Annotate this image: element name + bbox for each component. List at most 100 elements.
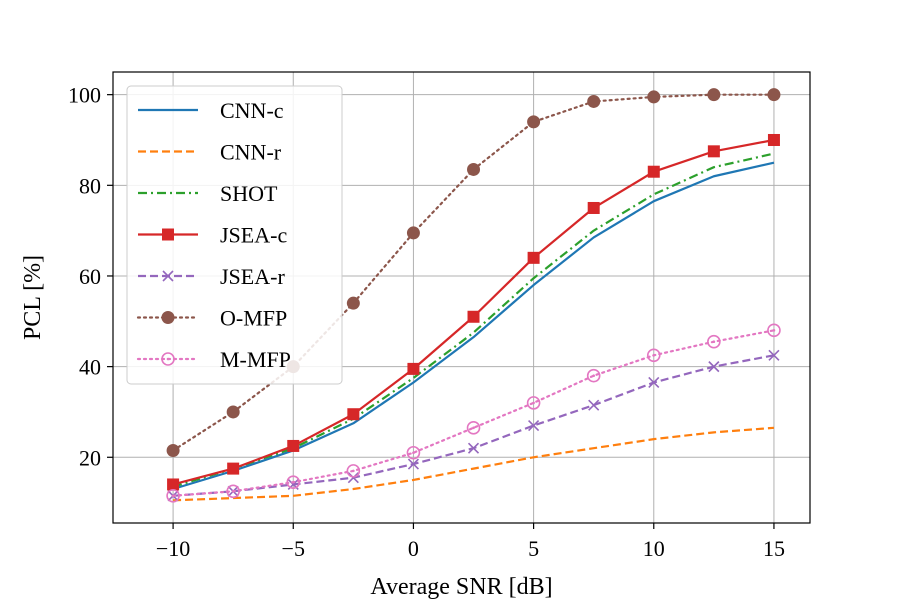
y-tick-label: 100	[68, 83, 101, 108]
data-point-jsea-r	[467, 442, 480, 454]
legend-marker-jsea-r-stroke	[162, 270, 174, 282]
data-point-m-mfp	[646, 348, 661, 363]
data-point-m-mfp	[226, 484, 240, 499]
y-axis-label: PCL [%]	[20, 255, 46, 340]
data-point-jsea-r-stroke	[648, 376, 660, 389]
legend-marker-m-mfp-dot	[166, 357, 170, 361]
data-point-m-mfp-dot	[472, 426, 475, 430]
data-point-jsea-c	[287, 439, 300, 452]
data-point-jsea-r	[768, 349, 780, 361]
data-point-o-mfp	[767, 88, 781, 102]
data-point-o-mfp	[467, 162, 481, 176]
series-line-cnn-r	[173, 426, 775, 502]
legend-label-m-mfp: M-MFP	[220, 347, 291, 372]
legend: CNN-c CNN-r SHOT JSEA-c JSEA-r O-MFP M-MFP	[126, 85, 343, 385]
data-point-m-mfp-dot	[412, 451, 415, 455]
series-line-cnn-c	[172, 161, 775, 491]
data-point-m-mfp-dot	[171, 494, 175, 498]
data-point-o-mfp	[406, 226, 420, 240]
series-cnn-r	[173, 426, 775, 502]
y-tick-label: 40	[79, 355, 101, 380]
data-point-jsea-c	[347, 408, 360, 421]
series-jsea-c	[167, 133, 780, 491]
legend-box	[126, 85, 343, 385]
legend-marker-jsea-r	[162, 270, 174, 282]
legend-marker-jsea-c	[162, 228, 174, 241]
x-tick-label: −5	[282, 536, 305, 561]
series-shot	[172, 152, 775, 488]
legend-marker-m-mfp	[161, 352, 175, 366]
data-point-o-mfp	[647, 90, 661, 104]
x-axis-label: Average SNR [dB]	[370, 574, 552, 600]
legend-label-cnn-c: CNN-c	[220, 98, 284, 123]
data-point-jsea-r-stroke	[768, 349, 780, 361]
legend-label-jsea-r: JSEA-r	[220, 264, 285, 289]
data-point-jsea-r-stroke	[588, 399, 600, 411]
axis-ticks: −10 −5 0 5 10 15 20 40 60 80 100	[68, 83, 785, 561]
data-point-o-mfp	[226, 405, 240, 419]
series-m-mfp	[166, 323, 781, 503]
data-point-m-mfp	[767, 323, 781, 338]
data-point-m-mfp-ring	[226, 484, 240, 499]
y-tick-label: 20	[79, 445, 101, 470]
data-point-o-mfp	[346, 296, 360, 310]
data-point-jsea-r	[588, 399, 600, 411]
data-point-m-mfp-ring	[707, 334, 721, 349]
data-point-m-mfp-ring	[646, 348, 661, 363]
series-cnn-c	[172, 161, 775, 491]
data-point-jsea-c	[767, 133, 780, 146]
data-point-m-mfp	[286, 475, 301, 490]
data-point-jsea-c	[467, 310, 480, 323]
data-point-jsea-c	[167, 478, 180, 491]
data-point-jsea-r-stroke	[407, 458, 419, 470]
data-point-jsea-r-stroke	[467, 442, 480, 454]
data-point-jsea-r-stroke	[528, 419, 540, 432]
data-point-jsea-c	[227, 462, 240, 475]
data-point-m-mfp-dot	[291, 480, 295, 484]
data-point-m-mfp-dot	[712, 340, 716, 343]
data-point-m-mfp-ring	[406, 445, 421, 460]
series-layer	[166, 88, 781, 503]
data-point-m-mfp	[707, 334, 721, 349]
series-line-m-mfp	[171, 329, 776, 497]
data-point-m-mfp	[586, 368, 601, 383]
data-point-m-mfp-ring	[586, 368, 601, 383]
data-point-m-mfp	[346, 464, 361, 478]
data-point-m-mfp-ring	[346, 464, 361, 478]
data-point-m-mfp	[406, 445, 421, 460]
legend-label-jsea-c: JSEA-c	[220, 223, 287, 248]
x-tick-label: 5	[528, 536, 539, 561]
data-point-o-mfp	[587, 94, 601, 108]
data-point-o-mfp	[527, 115, 541, 129]
legend-label-cnn-r: CNN-r	[220, 140, 282, 165]
legend-label-shot: SHOT	[220, 181, 278, 206]
data-point-jsea-r	[648, 376, 660, 389]
data-point-jsea-c	[587, 201, 600, 214]
data-point-m-mfp	[526, 396, 541, 410]
x-tick-label: −10	[156, 536, 190, 561]
x-tick-label: 0	[408, 536, 419, 561]
data-point-m-mfp-ring	[466, 421, 481, 435]
data-point-m-mfp-dot	[231, 489, 235, 493]
legend-marker-m-mfp-ring	[161, 352, 175, 366]
y-tick-label: 80	[79, 173, 101, 198]
data-point-m-mfp-dot	[592, 374, 595, 377]
data-point-jsea-r	[708, 361, 720, 373]
x-tick-label: 15	[763, 536, 785, 561]
data-point-jsea-c	[707, 145, 720, 158]
data-point-m-mfp-ring	[286, 475, 301, 490]
data-point-m-mfp-ring	[526, 396, 541, 410]
series-line-shot	[172, 152, 775, 488]
y-tick-label: 60	[79, 264, 101, 289]
data-point-m-mfp-dot	[772, 329, 776, 332]
data-point-m-mfp-dot	[532, 401, 535, 405]
legend-label-o-mfp: O-MFP	[220, 306, 287, 331]
data-point-m-mfp-ring	[767, 323, 781, 338]
plot-frame	[112, 71, 811, 524]
data-point-jsea-c	[527, 251, 540, 264]
data-point-m-mfp-dot	[352, 469, 355, 473]
x-tick-label: 10	[643, 536, 665, 561]
data-point-m-mfp	[466, 421, 481, 435]
data-point-jsea-r	[407, 458, 419, 470]
